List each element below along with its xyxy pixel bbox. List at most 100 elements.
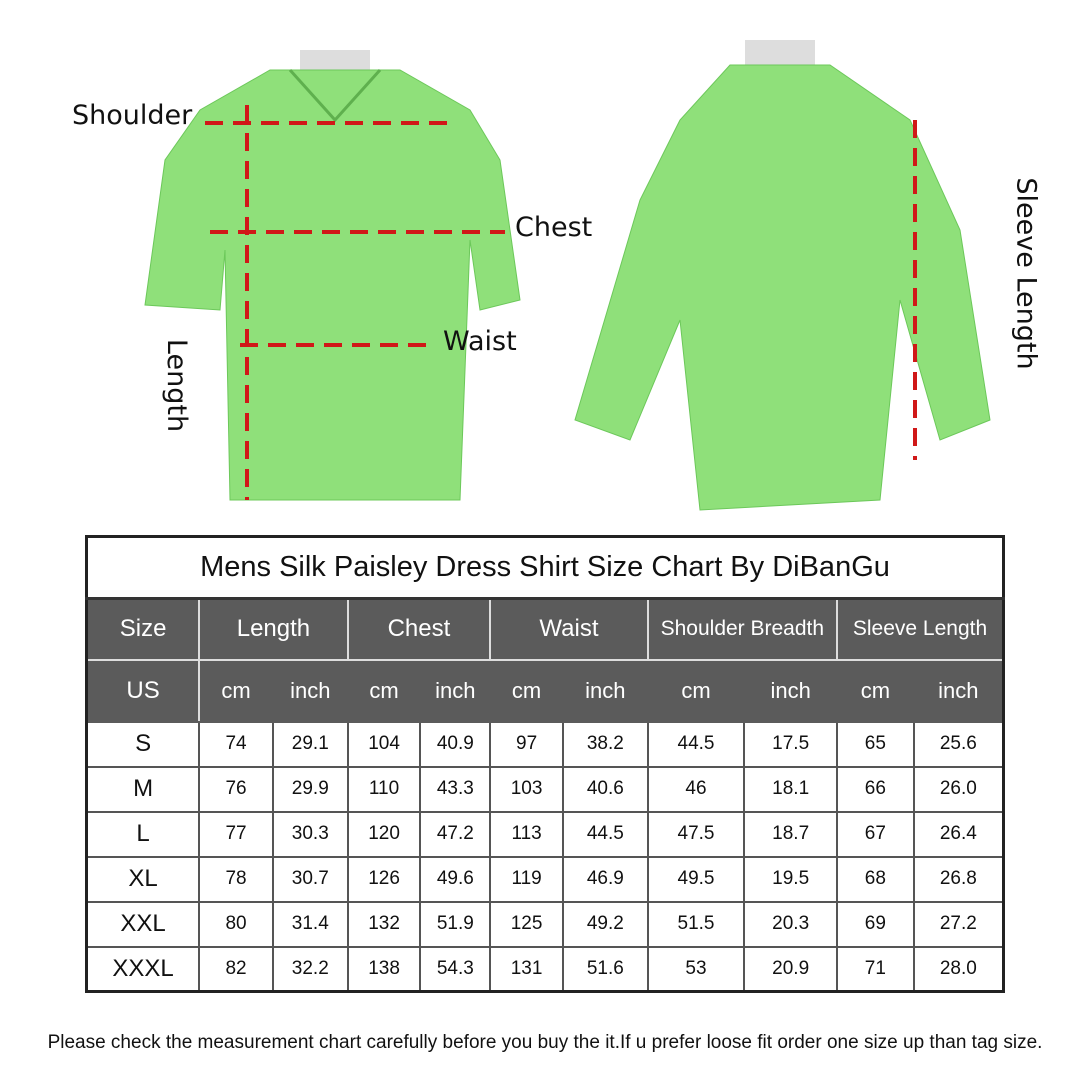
value-cell: 46.9 <box>561 855 649 903</box>
value-cell: 27.2 <box>912 900 1005 948</box>
size-cell: XXXL <box>85 945 201 993</box>
value-cell: 77 <box>198 810 274 858</box>
header-size: Size <box>85 597 201 661</box>
chest-label: Chest <box>515 212 593 243</box>
footer-note: Please check the measurement chart caref… <box>47 1032 1043 1053</box>
header-length: Length <box>198 597 349 661</box>
value-cell: 138 <box>346 945 422 993</box>
subheader-cell: cm <box>489 658 564 723</box>
measure-lines <box>205 105 917 500</box>
value-cell: 103 <box>489 765 564 813</box>
value-cell: 120 <box>346 810 422 858</box>
value-cell: 125 <box>489 900 564 948</box>
value-cell: 49.6 <box>419 855 492 903</box>
header-sleeve: Sleeve Length <box>836 597 1005 661</box>
value-cell: 28.0 <box>912 945 1005 993</box>
value-cell: 82 <box>198 945 274 993</box>
size-cell: XXL <box>85 900 201 948</box>
value-cell: 132 <box>346 900 422 948</box>
value-cell: 80 <box>198 900 274 948</box>
value-cell: 38.2 <box>561 720 649 768</box>
value-cell: 40.9 <box>419 720 492 768</box>
header-shoulder: Shoulder Breadth <box>646 597 839 661</box>
size-cell: M <box>85 765 201 813</box>
value-cell: 19.5 <box>743 855 838 903</box>
value-cell: 51.9 <box>419 900 492 948</box>
value-cell: 69 <box>836 900 915 948</box>
value-cell: 67 <box>836 810 915 858</box>
value-cell: 131 <box>489 945 564 993</box>
value-cell: 49.5 <box>646 855 746 903</box>
value-cell: 66 <box>836 765 915 813</box>
value-cell: 20.9 <box>743 945 838 993</box>
value-cell: 20.3 <box>743 900 838 948</box>
length-label: Length <box>161 338 193 433</box>
subheader-cell: cm <box>646 658 746 723</box>
table-row: M 76 29.9 110 43.3 103 40.6 46 18.1 66 26.0 <box>85 765 1005 813</box>
table-row: XXL 80 31.4 132 51.9 125 49.2 51.5 20.3 69 27.2 <box>85 900 1005 948</box>
waist-label: Waist <box>443 326 517 357</box>
shirt-illustrations <box>144 40 991 511</box>
value-cell: 18.7 <box>743 810 838 858</box>
value-cell: 40.6 <box>561 765 649 813</box>
value-cell: 29.1 <box>271 720 349 768</box>
value-cell: 47.5 <box>646 810 746 858</box>
header-chest: Chest <box>346 597 492 661</box>
value-cell: 31.4 <box>271 900 349 948</box>
value-cell: 76 <box>198 765 274 813</box>
value-cell: 74 <box>198 720 274 768</box>
shoulder-label: Shoulder <box>72 100 193 131</box>
subheader-cell: cm <box>346 658 422 723</box>
value-cell: 51.5 <box>646 900 746 948</box>
value-cell: 68 <box>836 855 915 903</box>
shirt-front-image <box>144 50 521 501</box>
value-cell: 78 <box>198 855 274 903</box>
subheader-cell: inch <box>419 658 492 723</box>
subheader-cell: inch <box>912 658 1005 723</box>
value-cell: 26.8 <box>912 855 1005 903</box>
value-cell: 47.2 <box>419 810 492 858</box>
size-cell: S <box>85 720 201 768</box>
value-cell: 46 <box>646 765 746 813</box>
value-cell: 53 <box>646 945 746 993</box>
value-cell: 17.5 <box>743 720 838 768</box>
value-cell: 44.5 <box>646 720 746 768</box>
table-row: XL 78 30.7 126 49.6 119 46.9 49.5 19.5 68 26.8 <box>85 855 1005 903</box>
size-cell: L <box>85 810 201 858</box>
value-cell: 32.2 <box>271 945 349 993</box>
value-cell: 44.5 <box>561 810 649 858</box>
shirt-side-image <box>574 40 991 511</box>
value-cell: 30.7 <box>271 855 349 903</box>
value-cell: 29.9 <box>271 765 349 813</box>
value-cell: 104 <box>346 720 422 768</box>
table-title: Mens Silk Paisley Dress Shirt Size Chart… <box>85 535 1005 600</box>
value-cell: 25.6 <box>912 720 1005 768</box>
value-cell: 110 <box>346 765 422 813</box>
table-row: L 77 30.3 120 47.2 113 44.5 47.5 18.7 67 26.4 <box>85 810 1005 858</box>
size-cell: XL <box>85 855 201 903</box>
value-cell: 113 <box>489 810 564 858</box>
size-chart-table: Mens Silk Paisley Dress Shirt Size Chart… <box>85 535 1005 993</box>
subheader-cell: cm <box>836 658 915 723</box>
value-cell: 18.1 <box>743 765 838 813</box>
subheader-cell: inch <box>561 658 649 723</box>
table-row: S 74 29.1 104 40.9 97 38.2 44.5 17.5 65 25.6 <box>85 720 1005 768</box>
value-cell: 54.3 <box>419 945 492 993</box>
header-waist: Waist <box>489 597 649 661</box>
value-cell: 49.2 <box>561 900 649 948</box>
value-cell: 119 <box>489 855 564 903</box>
subheader-cell: inch <box>271 658 349 723</box>
value-cell: 26.0 <box>912 765 1005 813</box>
value-cell: 30.3 <box>271 810 349 858</box>
value-cell: 51.6 <box>561 945 649 993</box>
subheader-cell: cm <box>198 658 274 723</box>
value-cell: 126 <box>346 855 422 903</box>
subheader-cell: inch <box>743 658 838 723</box>
value-cell: 97 <box>489 720 564 768</box>
sleeve-length-label: Sleeve Length <box>1010 177 1042 370</box>
table-row: XXXL 82 32.2 138 54.3 131 51.6 53 20.9 71 28.0 <box>85 945 1005 993</box>
value-cell: 71 <box>836 945 915 993</box>
value-cell: 26.4 <box>912 810 1005 858</box>
subheader-cell: US <box>85 658 201 723</box>
value-cell: 65 <box>836 720 915 768</box>
